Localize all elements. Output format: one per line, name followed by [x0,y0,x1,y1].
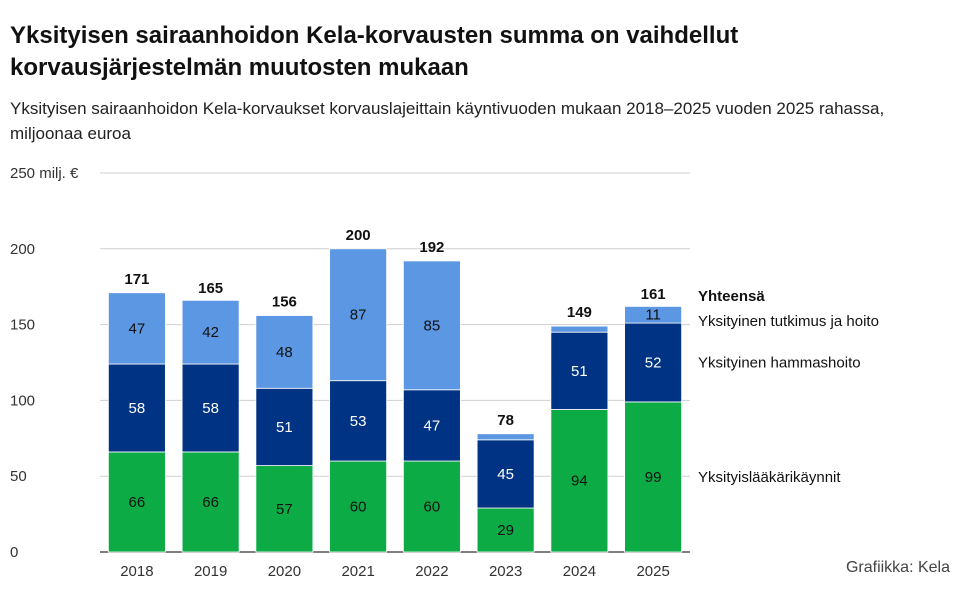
x-tick-label: 2019 [194,563,227,580]
bar-segment [107,451,166,553]
segment-value-label: 58 [202,400,219,417]
segment-value-label: 66 [202,494,219,511]
bar-segment [329,380,388,462]
y-tick-label: 100 [10,392,35,409]
legend-item-label: Yksityinen tutkimus ja hoito [698,313,879,330]
x-tick-label: 2018 [120,563,153,580]
legend-total-label: Yhteensä [698,288,765,305]
y-tick-label: 250 milj. € [10,165,79,182]
bar-segment [255,465,314,553]
total-value-label: 165 [198,280,223,297]
segment-value-label: 51 [276,419,293,436]
x-tick-label: 2024 [563,563,596,580]
bar-segment [476,439,535,509]
segment-value-label: 60 [424,499,441,516]
total-value-label: 78 [497,412,514,429]
bar-segment [255,315,314,389]
total-value-label: 161 [641,286,666,303]
legend: Yhteensä Yksityislääkärikäynnit Yksityinen… [698,288,879,486]
bar-segment [550,331,609,410]
axes: 0 50 100 150 200 250 milj. € 2018 2019 2020 2021 2… [10,165,670,580]
x-tick-label: 2022 [415,563,448,580]
bar-segment [329,460,388,553]
chart-subtitle: Yksityisen sairaanhoidon Kela-korvaukset… [10,99,885,143]
bar-segment [624,322,683,403]
x-tick-label: 2023 [489,563,522,580]
bar-segment [107,292,166,365]
x-tick-label: 2021 [341,563,374,580]
segment-value-label: 42 [202,324,219,341]
bar-segment [624,401,683,553]
total-value-label: 156 [272,294,297,311]
bar-segment [476,433,535,441]
segment-value-label: 52 [645,355,662,372]
bar-segment [181,299,240,365]
y-tick-label: 50 [10,468,27,485]
segment-value-label: 48 [276,344,293,361]
segment-value-label: 99 [645,469,662,486]
chart-title: Yksityisen sairaanhoidon Kela-korvausten… [10,22,739,81]
segment-value-label: 47 [129,320,146,337]
total-value-label: 171 [124,271,149,288]
bar-segment [329,248,388,382]
segment-value-label: 94 [571,473,588,490]
y-tick-label: 0 [10,544,18,561]
segment-value-label: 66 [129,494,146,511]
total-value-label: 149 [567,304,592,321]
segment-value-label: 57 [276,501,293,518]
total-value-label: 200 [346,227,371,244]
x-tick-label: 2020 [268,563,301,580]
segment-value-label: 53 [350,413,367,430]
bar-segment [402,260,461,391]
bar-segment [255,387,314,466]
segment-value-label: 11 [645,307,661,324]
value-labels: 66 58 47 171 66 58 42 165 57 51 48 156 60 53 87 200 60 47… [124,227,665,539]
bar-segment [402,389,461,462]
bar-segment [107,363,166,453]
segment-value-label: 45 [497,466,514,483]
segment-value-label: 60 [350,499,367,516]
y-tick-label: 200 [10,241,35,258]
y-tick-label: 150 [10,317,35,334]
segment-value-label: 51 [571,363,588,380]
x-tick-label: 2025 [636,563,669,580]
bar-segment [550,325,609,333]
segment-value-label: 29 [497,522,514,539]
segment-value-label: 85 [424,317,441,334]
legend-item-label: Yksityislääkärikäynnit [698,469,841,486]
segment-value-label: 87 [350,307,367,324]
credit-text: Grafiikka: Kela [845,559,950,576]
bar-segment [624,306,683,324]
segment-value-label: 58 [129,400,146,417]
bars [107,248,683,553]
segment-value-label: 47 [424,417,441,434]
total-value-label: 192 [419,239,444,256]
legend-item-label: Yksityinen hammashoito [698,355,861,372]
bar-segment [550,409,609,553]
bar-segment [181,451,240,553]
